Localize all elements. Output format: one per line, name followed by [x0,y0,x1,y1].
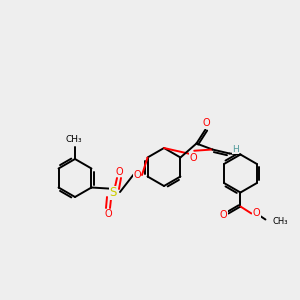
Text: O: O [133,170,141,180]
Text: H: H [232,145,239,154]
Text: O: O [202,118,210,128]
Text: S: S [109,187,117,200]
Text: CH₃: CH₃ [272,217,288,226]
Text: O: O [253,208,260,218]
Text: O: O [220,211,227,220]
Text: CH₃: CH₃ [66,136,82,145]
Text: O: O [115,167,123,177]
Text: O: O [189,153,197,163]
Text: O: O [104,209,112,219]
